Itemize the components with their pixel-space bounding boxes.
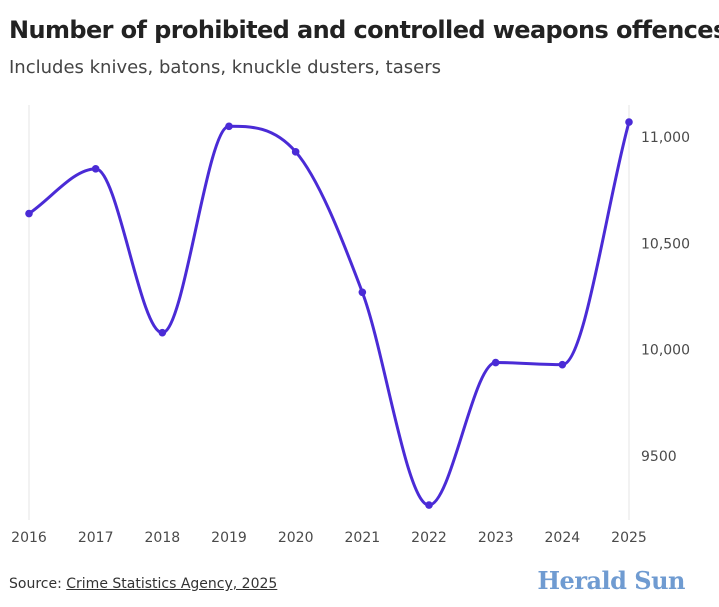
data-point xyxy=(491,358,500,367)
data-point xyxy=(358,288,367,297)
y-tick-label: 9500 xyxy=(641,449,677,465)
data-point xyxy=(91,165,100,173)
x-tick-label: 2021 xyxy=(345,530,381,546)
x-tick-label: 2024 xyxy=(545,530,581,546)
y-tick-label: 10,000 xyxy=(641,343,690,359)
y-tick-label: 10,500 xyxy=(641,236,690,252)
source-prefix: Source: xyxy=(9,576,67,592)
data-point xyxy=(558,360,567,369)
chart-title: Number of prohibited and controlled weap… xyxy=(9,16,719,44)
brand-logo: Herald Sun xyxy=(537,566,685,595)
source-link[interactable]: Crime Statistics Agency, 2025 xyxy=(66,576,278,592)
data-point xyxy=(425,501,433,509)
y-tick-label: 11,000 xyxy=(641,130,690,146)
source-note: Source: Crime Statistics Agency, 2025 xyxy=(9,576,277,592)
data-point xyxy=(625,118,633,126)
x-tick-label: 2019 xyxy=(211,530,247,546)
x-tick-label: 2020 xyxy=(278,530,314,546)
x-tick-label: 2018 xyxy=(145,530,181,546)
chart-subtitle: Includes knives, batons, knuckle dusters… xyxy=(9,57,441,78)
series-line xyxy=(27,120,631,507)
x-tick-label: 2025 xyxy=(611,530,647,546)
line-chart: 2016 2017 2018 2019 2020 2021 2022 2023 2024 2025… xyxy=(11,105,690,546)
data-point xyxy=(158,328,167,337)
data-point xyxy=(225,122,233,131)
plot-area: 2016 2017 2018 2019 2020 2021 2022 2023 2024 2025… xyxy=(11,105,690,546)
data-point xyxy=(25,209,33,218)
x-tick-label: 2022 xyxy=(411,530,447,546)
data-point xyxy=(291,148,300,156)
x-tick-label: 2016 xyxy=(11,530,47,546)
x-tick-label: 2023 xyxy=(478,530,514,546)
x-tick-label: 2017 xyxy=(78,530,114,546)
